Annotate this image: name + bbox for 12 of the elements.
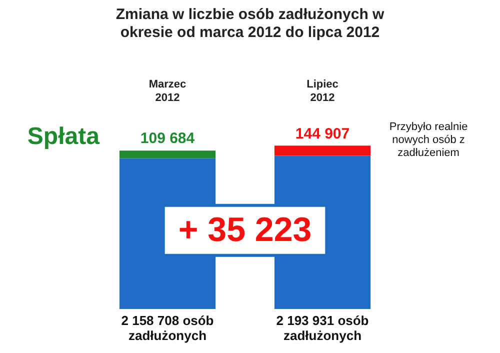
annotation: + 35 223 xyxy=(178,210,312,249)
series-label: Przybyło realnie nowych osób z zadłużeniem xyxy=(389,121,468,160)
x-tick-label: Lipiec 2012 xyxy=(306,78,338,104)
chart-title: Zmiana w liczbie osób zadłużonych w okresie od marca 2012 do lipca 2012 xyxy=(114,6,386,42)
data-label: 2 158 708 osób zadłużonych xyxy=(121,313,214,344)
data-label: 144 907 xyxy=(295,125,350,142)
bar xyxy=(274,146,371,156)
data-label: 2 193 931 osób zadłużonych xyxy=(276,313,369,344)
series-label: Spłata xyxy=(27,123,100,150)
data-label: 109 684 xyxy=(140,130,196,148)
x-tick-label: Marzec 2012 xyxy=(148,78,186,104)
bar xyxy=(119,150,216,158)
